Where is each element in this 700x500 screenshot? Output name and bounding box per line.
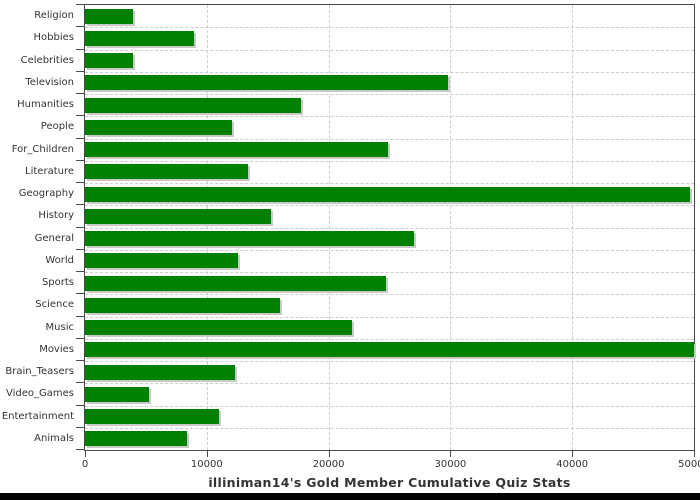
y-axis-tick: [76, 271, 84, 272]
x-tick-label: 50000: [678, 459, 700, 470]
horizontal-gridline: [85, 249, 694, 251]
horizontal-gridline: [85, 338, 694, 340]
y-axis-tick: [76, 182, 84, 183]
x-axis-tick: [85, 451, 86, 457]
y-label-music: Music: [45, 321, 74, 333]
x-tick-label: 30000: [434, 459, 467, 470]
horizontal-gridline: [85, 160, 694, 162]
y-axis-tick: [76, 93, 84, 94]
x-tick-label: 20000: [312, 459, 345, 470]
bar-religion: [85, 8, 134, 24]
y-axis-tick: [76, 4, 84, 5]
horizontal-gridline: [85, 27, 694, 29]
y-axis-tick: [76, 449, 84, 450]
y-axis-tick: [76, 405, 84, 406]
y-axis-tick: [76, 71, 84, 72]
y-label-world: World: [45, 254, 74, 266]
horizontal-gridline: [85, 405, 694, 407]
horizontal-gridline: [85, 116, 694, 118]
x-axis-tick: [694, 451, 695, 457]
y-axis-tick: [76, 427, 84, 428]
bar-literature: [85, 164, 249, 180]
y-label-history: History: [38, 210, 74, 222]
bar-history: [85, 208, 272, 224]
x-tick-label: 40000: [556, 459, 589, 470]
bar-world: [85, 253, 239, 269]
horizontal-gridline: [85, 383, 694, 385]
y-label-geography: Geography: [18, 188, 74, 200]
x-axis-tick: [450, 451, 452, 457]
horizontal-gridline: [85, 49, 694, 51]
bar-television: [85, 75, 448, 91]
horizontal-gridline: [85, 294, 694, 296]
bar-geography: [85, 186, 690, 202]
y-label-science: Science: [35, 299, 74, 311]
x-tick-label: 0: [81, 459, 89, 470]
y-label-humanities: Humanities: [17, 99, 74, 111]
bar-hobbies: [85, 30, 194, 46]
y-axis-tick: [76, 227, 84, 228]
chart-title: illiniman14's Gold Member Cumulative Qui…: [208, 475, 571, 490]
y-label-general: General: [34, 232, 74, 244]
bar-for-children: [85, 142, 389, 158]
y-axis-tick: [76, 316, 84, 317]
bar-sports: [85, 275, 386, 291]
y-axis-tick: [76, 49, 84, 50]
bottom-black-strip: [0, 493, 700, 500]
bar-celebrities: [85, 53, 133, 69]
bar-video-games: [85, 386, 149, 402]
bar-general: [85, 231, 415, 247]
bar-entertainment: [85, 409, 219, 425]
horizontal-gridline: [85, 427, 694, 429]
horizontal-gridline: [85, 205, 694, 207]
y-label-celebrities: Celebrities: [20, 54, 74, 66]
plot-area: [84, 4, 695, 451]
y-axis-tick: [76, 382, 84, 383]
y-label-hobbies: Hobbies: [33, 32, 74, 44]
horizontal-gridline: [85, 272, 694, 273]
y-axis-tick: [76, 160, 84, 161]
y-axis-tick: [76, 115, 84, 116]
y-label-animals: Animals: [34, 432, 74, 444]
y-label-video-games: Video_Games: [6, 388, 74, 400]
y-axis-tick: [76, 204, 84, 205]
y-label-television: Television: [25, 76, 74, 88]
y-axis-tick: [76, 26, 84, 27]
y-label-entertainment: Entertainment: [1, 410, 74, 422]
horizontal-gridline: [85, 138, 694, 140]
y-axis-tick: [76, 338, 84, 339]
horizontal-gridline: [85, 316, 694, 318]
y-axis-tick: [76, 138, 84, 139]
y-label-movies: Movies: [39, 343, 74, 355]
y-label-for-children: For_Children: [11, 143, 74, 155]
bar-brain-teasers: [85, 364, 235, 380]
x-axis-tick: [572, 451, 574, 457]
y-axis-tick: [76, 360, 84, 361]
bar-humanities: [85, 97, 301, 113]
bar-movies: [85, 342, 694, 358]
x-axis-tick: [206, 451, 208, 457]
horizontal-gridline: [85, 94, 694, 95]
y-label-literature: Literature: [25, 165, 74, 177]
bar-science: [85, 297, 281, 313]
y-label-religion: Religion: [34, 10, 74, 22]
y-label-brain-teasers: Brain_Teasers: [5, 366, 74, 378]
x-tick-label: 10000: [190, 459, 223, 470]
y-label-people: People: [40, 121, 74, 133]
bar-animals: [85, 431, 188, 447]
y-axis-tick: [76, 249, 84, 250]
y-label-sports: Sports: [41, 277, 74, 289]
horizontal-gridline: [85, 71, 694, 73]
horizontal-gridline: [85, 361, 694, 362]
y-axis-tick: [76, 293, 84, 294]
horizontal-gridline: [85, 183, 694, 184]
bar-music: [85, 320, 352, 336]
bar-people: [85, 119, 232, 135]
x-axis-tick: [328, 451, 330, 457]
horizontal-gridline: [85, 227, 694, 229]
